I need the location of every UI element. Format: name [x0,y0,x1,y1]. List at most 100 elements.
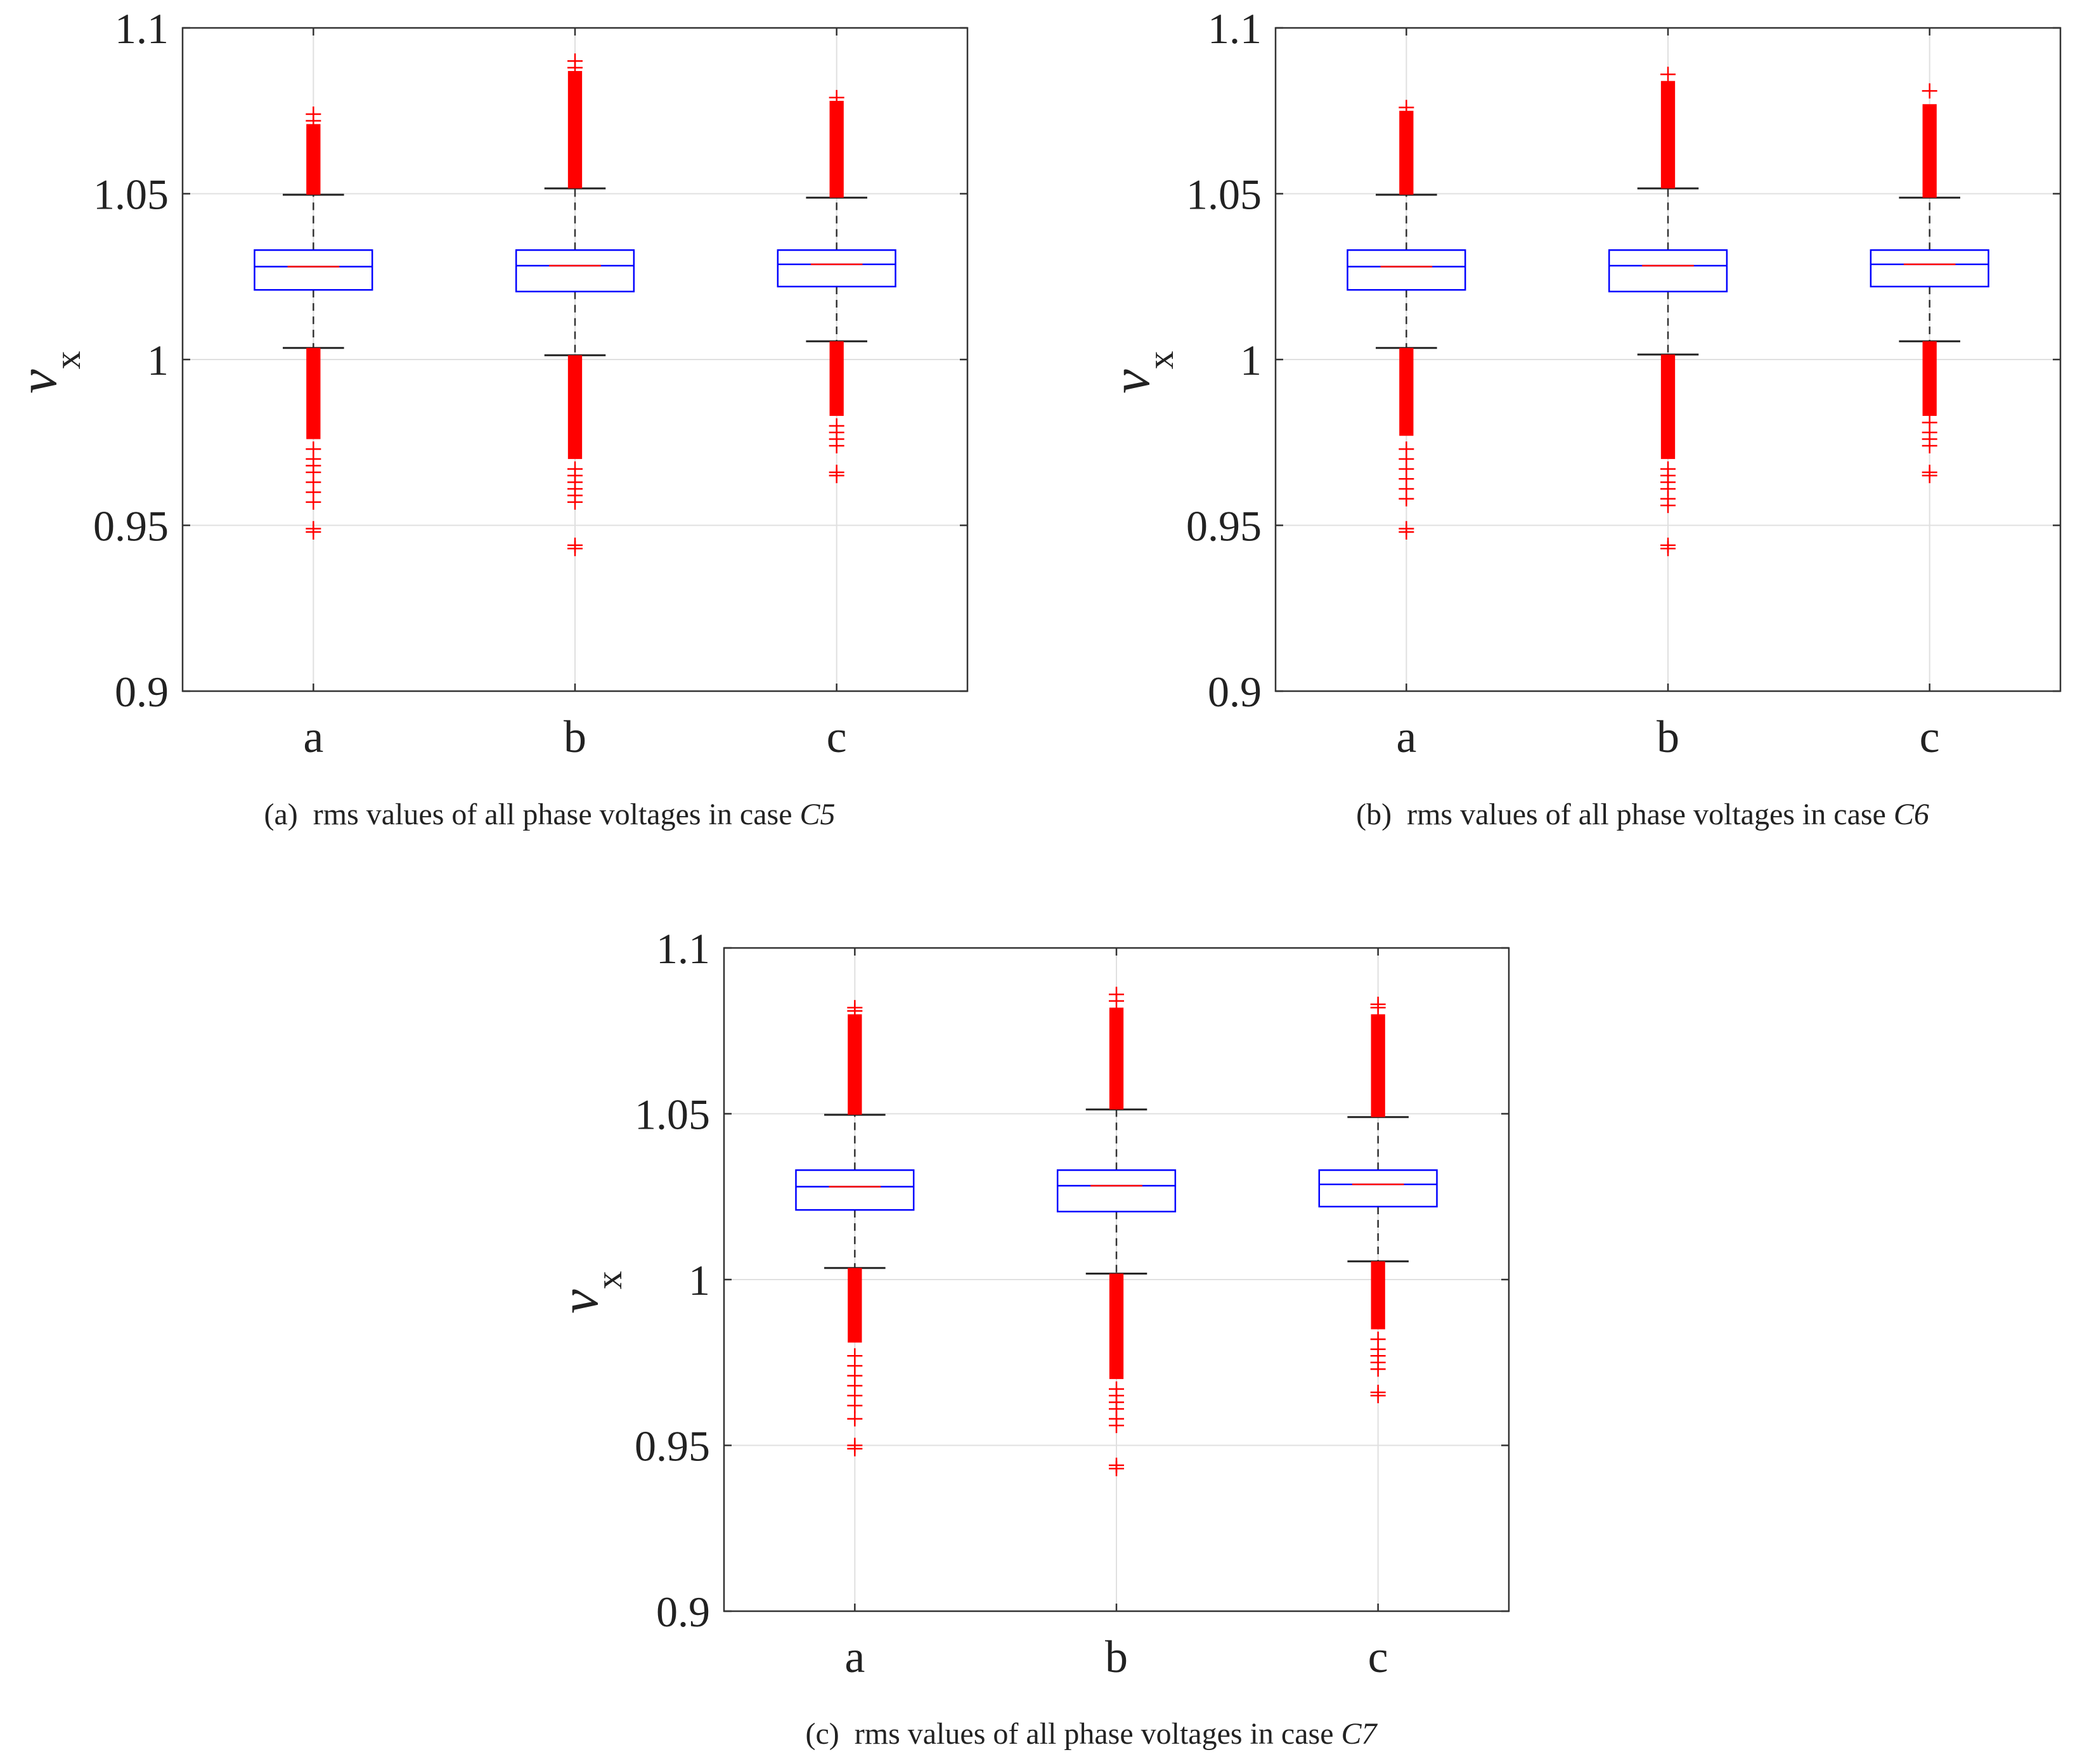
box-a [254,106,373,540]
y-tick-label: 1.1 [115,4,169,53]
box-c [777,89,896,484]
outliers-lower-dense [1399,347,1414,436]
y-tick-label: 1 [1240,336,1262,384]
y-tick-label: 1.05 [1186,171,1262,219]
x-tick-label: c [1368,1631,1388,1682]
outliers-upper-dense [829,101,844,198]
outliers-upper-dense [1660,81,1676,189]
outliers-lower-dense [848,1268,862,1343]
outlier-lower-5 [1109,1418,1124,1434]
box-a [1347,100,1466,540]
box-iqr [1608,249,1728,293]
y-tick-label: 1.1 [656,924,710,973]
y-tick-label: 1.05 [93,171,169,219]
caption-prefix: (c) rms values of all phase voltages in … [805,1717,1341,1751]
x-tick-label: b [564,711,586,762]
x-tick-label: a [303,711,323,762]
box-iqr [1347,249,1466,291]
outlier-lower-5 [1660,498,1676,514]
y-tick-label: 1 [147,336,169,384]
box-iqr [515,249,635,293]
outliers-lower-dense [306,347,321,439]
caption-case-id: C7 [1341,1717,1378,1751]
outliers-lower-dense [1109,1273,1124,1379]
figure-caption: (c) rms values of all phase voltages in … [805,1717,1378,1751]
y-axis-label-subscript: x [1140,351,1181,369]
figure-caption: (a) rms values of all phase voltages in … [264,798,835,831]
outlier-lower-5 [1922,468,1937,484]
caption-case-id: C6 [1894,798,1929,831]
outlier-lower-4 [1370,1361,1386,1377]
x-tick-label: c [827,711,847,762]
outlier-upper-0 [829,89,844,105]
y-axis-label: vx [548,1271,630,1313]
outlier-lower-8 [306,524,321,540]
outlier-upper-1 [1370,996,1386,1012]
caption-prefix: (a) rms values of all phase voltages in … [264,798,799,831]
y-tick-label: 0.95 [635,1422,710,1470]
outliers-lower-dense [1922,341,1937,416]
outlier-upper-0 [1660,67,1676,82]
outlier-lower-8 [847,1441,863,1456]
y-axis-label-main: v [1100,369,1161,394]
x-tick-label: a [1396,711,1416,762]
chart-panel-2: 0.9 0.95 1 1.05 1.1 a b c vx (b) rms values of al… [1100,4,2062,831]
outlier-lower-7 [1109,1461,1124,1477]
y-tick-label: 0.9 [656,1588,710,1636]
outlier-lower-6 [847,1411,863,1427]
outlier-lower-7 [1399,524,1414,540]
chart-panel-3: 0.9 0.95 1 1.05 1.1 a b c vx (c) rms values of al… [548,924,1510,1751]
y-tick-label: 0.95 [1186,502,1262,550]
y-axis-label-main: v [548,1289,609,1314]
y-axis-label-main: v [7,369,68,394]
box-iqr [254,249,373,291]
outlier-lower-6 [1370,1388,1386,1404]
outliers-lower-dense [1371,1261,1385,1330]
x-tick-label: b [1657,711,1679,762]
box-iqr [1870,249,1989,288]
outliers-upper-dense [1109,1008,1124,1110]
outlier-lower-5 [1399,491,1414,507]
outlier-lower-5 [567,494,583,510]
x-tick-label: a [844,1631,865,1682]
box-a [795,1000,915,1456]
outliers-upper-dense [848,1014,862,1115]
y-tick-label: 1.05 [635,1091,710,1139]
outliers-upper-dense [306,124,321,195]
outlier-upper-1 [1109,987,1124,1002]
box-b [1608,67,1728,557]
box-c [1870,83,1989,484]
y-tick-label: 0.95 [93,502,169,550]
outliers-upper-dense [1922,104,1937,198]
box-iqr [1318,1169,1438,1208]
y-axis-label-subscript: x [588,1271,630,1289]
outlier-lower-5 [829,468,844,484]
box-iqr [1056,1169,1177,1213]
y-tick-label: 1 [688,1256,710,1304]
x-tick-label: b [1105,1631,1128,1682]
caption-case-id: C5 [800,798,836,831]
outliers-lower-dense [567,355,583,459]
outliers-upper-dense [1371,1014,1385,1117]
outlier-upper-1 [306,106,321,122]
outlier-lower-3 [829,438,844,453]
box-c [1318,996,1438,1404]
outlier-upper-0 [1922,83,1937,99]
y-tick-label: 0.9 [1208,668,1262,716]
y-axis-label: vx [1100,351,1181,393]
box-iqr [777,249,896,288]
outlier-lower-3 [1922,438,1937,453]
y-axis-label-subscript: x [47,351,88,369]
outlier-lower-5 [847,1398,863,1413]
outliers-upper-dense [567,70,583,189]
outliers-lower-dense [829,341,844,416]
outliers-upper-dense [1399,110,1414,195]
box-b [1056,987,1177,1477]
outlier-upper-0 [1399,100,1414,115]
box-b [515,53,635,557]
y-tick-label: 0.9 [115,668,169,716]
x-tick-label: c [1920,711,1940,762]
chart-panel-1: 0.9 0.95 1 1.05 1.1 a b c vx (a) rms values of al… [7,4,969,831]
outlier-lower-6 [306,494,321,510]
